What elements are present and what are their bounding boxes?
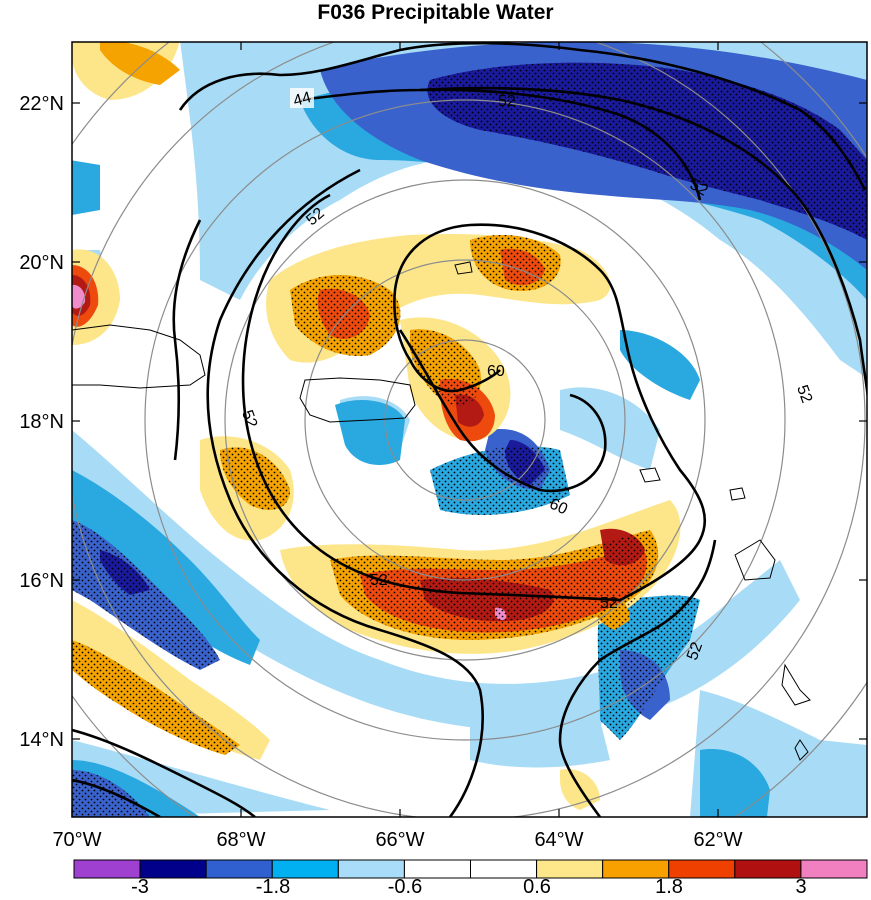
lon-tick-label: 68°W (216, 829, 265, 851)
lat-tick-label: 20°N (19, 252, 64, 274)
lat-tick-label: 18°N (19, 411, 64, 433)
colorbar-swatch (800, 859, 868, 879)
contour-label: 52 (793, 383, 815, 406)
contour-label: 52 (370, 572, 388, 589)
colorbar-labels: -3 -1.8 -0.6 0.6 1.8 3 (131, 876, 806, 898)
pw-contours (72, 42, 867, 817)
lat-tick-labels: 22°N 20°N 18°N 16°N 14°N (19, 93, 64, 751)
contour-label-group: 44 52 52 52 52 60 60 52 52 52 52 (238, 88, 815, 662)
plot-frame (71, 41, 868, 818)
contour-label: 60 (547, 495, 570, 518)
map-title: F036 Precipitable Water (317, 1, 554, 24)
lon-tick-label: 64°W (534, 829, 583, 851)
lon-tick-label: 62°W (693, 829, 742, 851)
contour-label: 52 (600, 595, 618, 612)
colorbar-label: 0.6 (523, 876, 551, 898)
lat-tick-label: 16°N (19, 570, 64, 592)
contour-label: 52 (687, 176, 711, 200)
colorbar (73, 859, 868, 879)
lon-tick-label: 70°W (52, 829, 101, 851)
contour-label: 44 (291, 89, 313, 110)
contour-label: 52 (684, 640, 706, 663)
contour-label: 52 (498, 93, 516, 110)
lon-tick-labels: 70°W 68°W 66°W 64°W 62°W (52, 829, 742, 851)
colorbar-swatch (734, 859, 802, 879)
lon-tick-label: 66°W (375, 829, 424, 851)
lat-tick-label: 14°N (19, 729, 64, 751)
colorbar-label: 3 (795, 876, 806, 898)
colorbar-label: 1.8 (655, 876, 683, 898)
contour-label: 60 (487, 363, 505, 380)
lat-tick-label: 22°N (19, 93, 64, 115)
lon-axis (71, 42, 719, 817)
colorbar-label: -3 (131, 876, 149, 898)
colorbar-swatch (139, 859, 207, 879)
contour-label: 52 (238, 408, 260, 431)
colorbar-label: -1.8 (256, 876, 290, 898)
lat-axis (72, 102, 867, 740)
colorbar-label: -0.6 (388, 876, 422, 898)
coastlines (72, 261, 811, 761)
